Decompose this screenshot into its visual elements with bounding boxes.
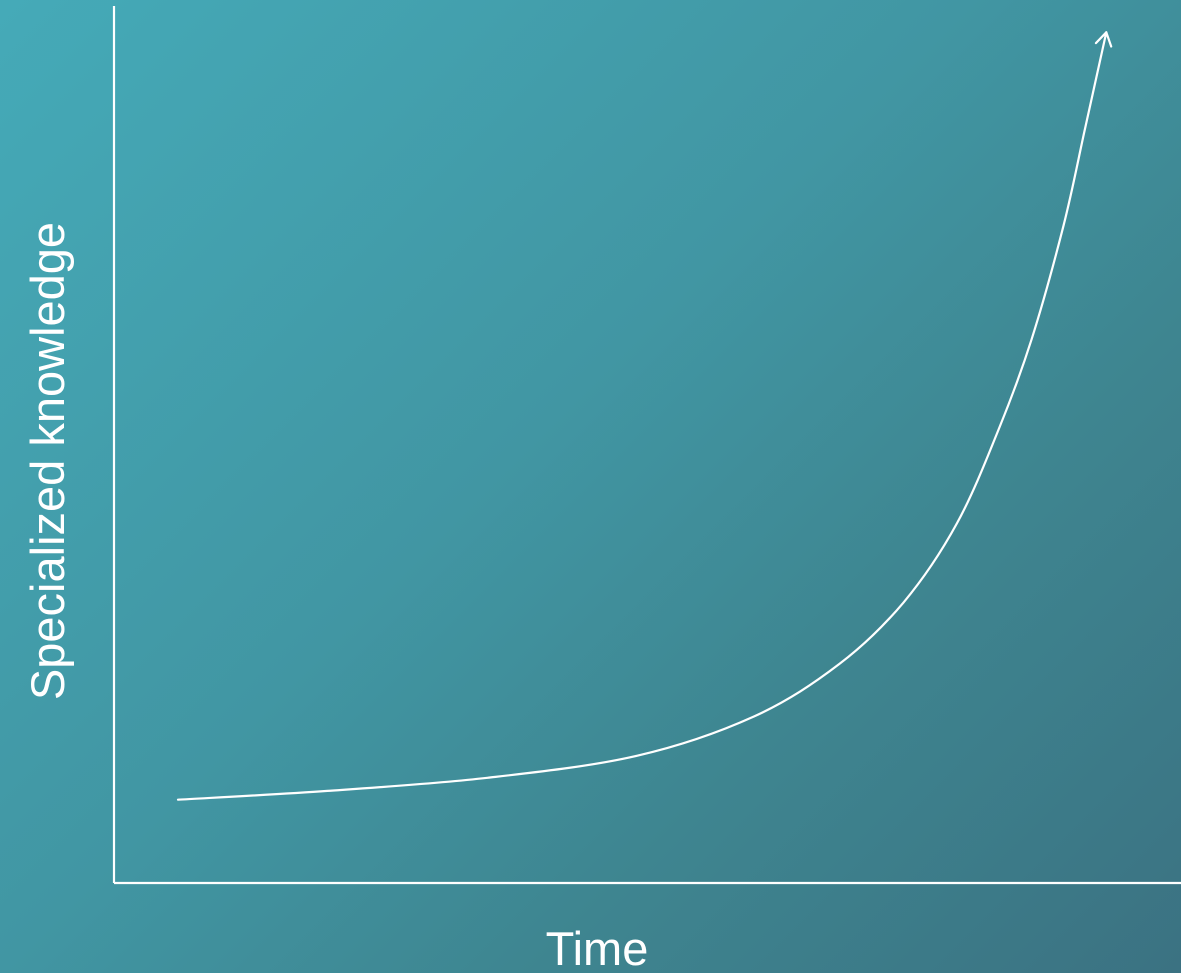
knowledge-growth-curve bbox=[176, 31, 1108, 801]
x-axis-label: Time bbox=[546, 922, 649, 973]
y-axis-label: Specialized knowledge bbox=[21, 222, 74, 700]
curve-arrow-head-icon bbox=[1094, 31, 1113, 48]
